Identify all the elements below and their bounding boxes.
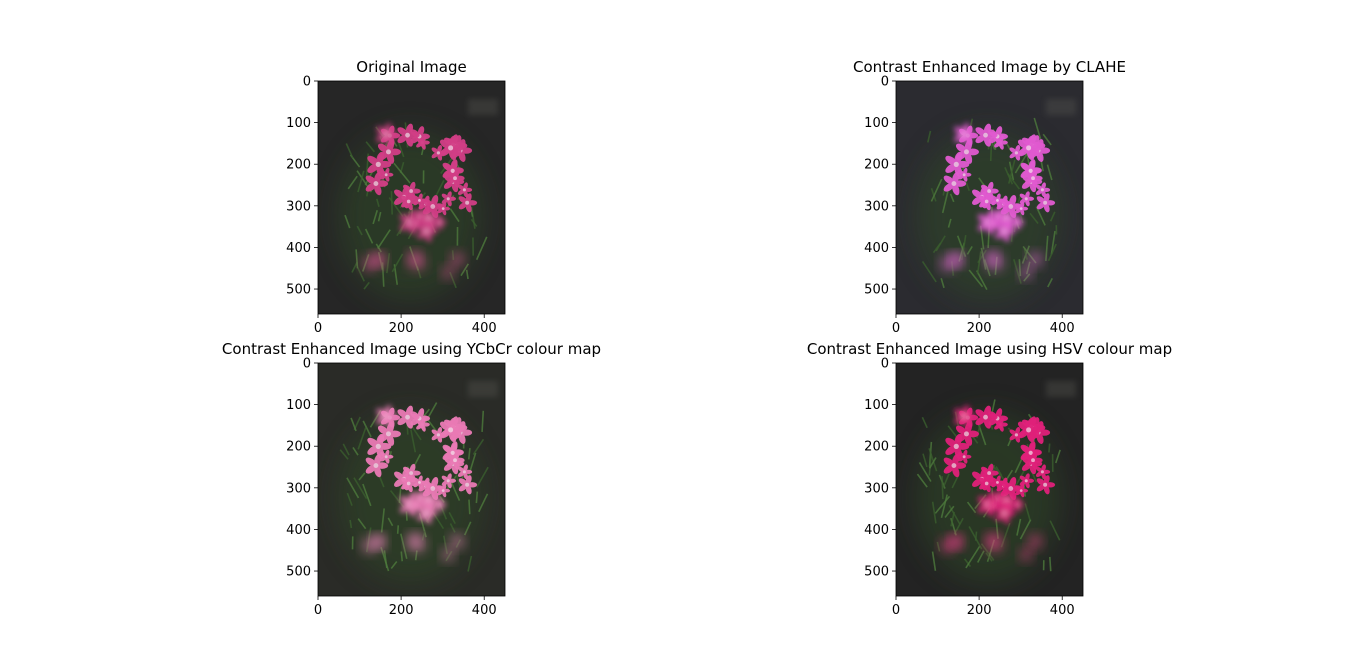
x-tick-label: 400 bbox=[1050, 603, 1075, 618]
x-tick-label: 200 bbox=[967, 321, 992, 336]
subplot-title: Contrast Enhanced Image using HSV colour… bbox=[807, 340, 1172, 358]
y-tick-label: 300 bbox=[864, 481, 889, 496]
y-tick-label: 100 bbox=[864, 116, 889, 131]
subplot-4: Contrast Enhanced Image using HSV colour… bbox=[807, 340, 1172, 618]
y-tick-label: 200 bbox=[286, 158, 311, 173]
y-tick-label: 100 bbox=[864, 398, 889, 413]
y-tick-label: 0 bbox=[881, 75, 889, 90]
subplot-1: Original Image 0 100 200 300 400 500 0 200 400 bbox=[286, 58, 506, 336]
subplot-title: Contrast Enhanced Image by CLAHE bbox=[853, 58, 1126, 76]
y-tick-label: 400 bbox=[286, 523, 311, 538]
y-tick-label: 200 bbox=[286, 440, 311, 455]
y-tick-label: 0 bbox=[303, 357, 311, 372]
image-content bbox=[896, 363, 1083, 596]
y-tick-label: 0 bbox=[881, 357, 889, 372]
y-tick-label: 500 bbox=[864, 565, 889, 580]
x-tick-label: 0 bbox=[892, 603, 900, 618]
x-tick-label: 200 bbox=[967, 603, 992, 618]
axes-frame bbox=[317, 362, 506, 597]
y-tick-label: 300 bbox=[864, 199, 889, 214]
axes-frame bbox=[895, 80, 1084, 315]
x-tick-label: 0 bbox=[314, 321, 322, 336]
x-tick-label: 400 bbox=[472, 603, 497, 618]
x-tick-label: 200 bbox=[389, 321, 414, 336]
y-tick-label: 0 bbox=[303, 75, 311, 90]
image-content bbox=[318, 363, 505, 596]
y-tick-label: 200 bbox=[864, 158, 889, 173]
y-tick-label: 500 bbox=[286, 283, 311, 298]
x-tick-label: 200 bbox=[389, 603, 414, 618]
y-tick-label: 500 bbox=[864, 283, 889, 298]
y-tick-label: 100 bbox=[286, 116, 311, 131]
y-tick-label: 300 bbox=[286, 481, 311, 496]
subplot-title: Original Image bbox=[356, 58, 466, 76]
axes-frame bbox=[317, 80, 506, 315]
y-tick-label: 400 bbox=[864, 523, 889, 538]
image-content bbox=[896, 81, 1083, 314]
subplot-2: Contrast Enhanced Image by CLAHE01002003… bbox=[853, 58, 1126, 336]
x-tick-label: 400 bbox=[1050, 321, 1075, 336]
y-tick-label: 200 bbox=[864, 440, 889, 455]
subplot-3: Contrast Enhanced Image using YCbCr colo… bbox=[222, 340, 601, 618]
x-tick-label: 0 bbox=[892, 321, 900, 336]
subplot-title: Contrast Enhanced Image using YCbCr colo… bbox=[222, 340, 601, 358]
y-tick-label: 400 bbox=[286, 241, 311, 256]
y-tick-label: 400 bbox=[864, 241, 889, 256]
axes-frame bbox=[895, 362, 1084, 597]
image-content bbox=[318, 81, 505, 314]
y-tick-label: 100 bbox=[286, 398, 311, 413]
y-tick-label: 300 bbox=[286, 199, 311, 214]
x-tick-label: 0 bbox=[314, 603, 322, 618]
y-tick-label: 500 bbox=[286, 565, 311, 580]
x-tick-label: 400 bbox=[472, 321, 497, 336]
